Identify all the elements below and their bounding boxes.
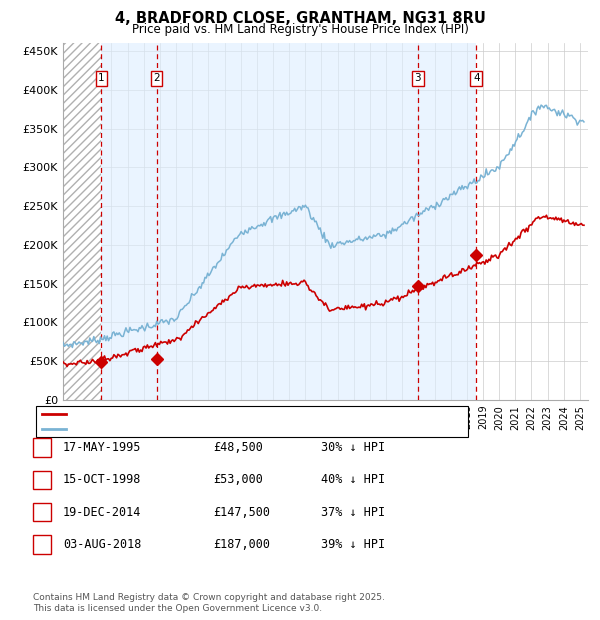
Text: 39% ↓ HPI: 39% ↓ HPI: [321, 538, 385, 551]
Bar: [63, 43, 101, 400]
Text: 3: 3: [38, 507, 46, 517]
Text: £147,500: £147,500: [213, 506, 270, 518]
Text: 4: 4: [38, 539, 46, 549]
Text: 4, BRADFORD CLOSE, GRANTHAM, NG31 8RU: 4, BRADFORD CLOSE, GRANTHAM, NG31 8RU: [115, 11, 485, 26]
Text: 3: 3: [415, 73, 421, 83]
Text: 03-AUG-2018: 03-AUG-2018: [63, 538, 142, 551]
Text: 4: 4: [473, 73, 479, 83]
Text: 37% ↓ HPI: 37% ↓ HPI: [321, 506, 385, 518]
Text: 2: 2: [153, 73, 160, 83]
Bar: [157, 43, 418, 400]
Text: £48,500: £48,500: [213, 441, 263, 454]
Bar: [418, 43, 476, 400]
Text: 40% ↓ HPI: 40% ↓ HPI: [321, 474, 385, 486]
Text: £53,000: £53,000: [213, 474, 263, 486]
Text: 2: 2: [38, 475, 46, 485]
Text: 19-DEC-2014: 19-DEC-2014: [63, 506, 142, 518]
Text: 4, BRADFORD CLOSE, GRANTHAM, NG31 8RU (detached house): 4, BRADFORD CLOSE, GRANTHAM, NG31 8RU (d…: [69, 409, 400, 419]
Text: 17-MAY-1995: 17-MAY-1995: [63, 441, 142, 454]
Text: HPI: Average price, detached house, South Kesteven: HPI: Average price, detached house, Sout…: [69, 424, 343, 434]
Text: 1: 1: [38, 443, 46, 453]
Bar: [63, 43, 101, 400]
Text: 15-OCT-1998: 15-OCT-1998: [63, 474, 142, 486]
Bar: [101, 43, 157, 400]
Text: £187,000: £187,000: [213, 538, 270, 551]
Text: 1: 1: [98, 73, 105, 83]
Text: 30% ↓ HPI: 30% ↓ HPI: [321, 441, 385, 454]
Text: Price paid vs. HM Land Registry's House Price Index (HPI): Price paid vs. HM Land Registry's House …: [131, 23, 469, 36]
Text: Contains HM Land Registry data © Crown copyright and database right 2025.
This d: Contains HM Land Registry data © Crown c…: [33, 593, 385, 613]
